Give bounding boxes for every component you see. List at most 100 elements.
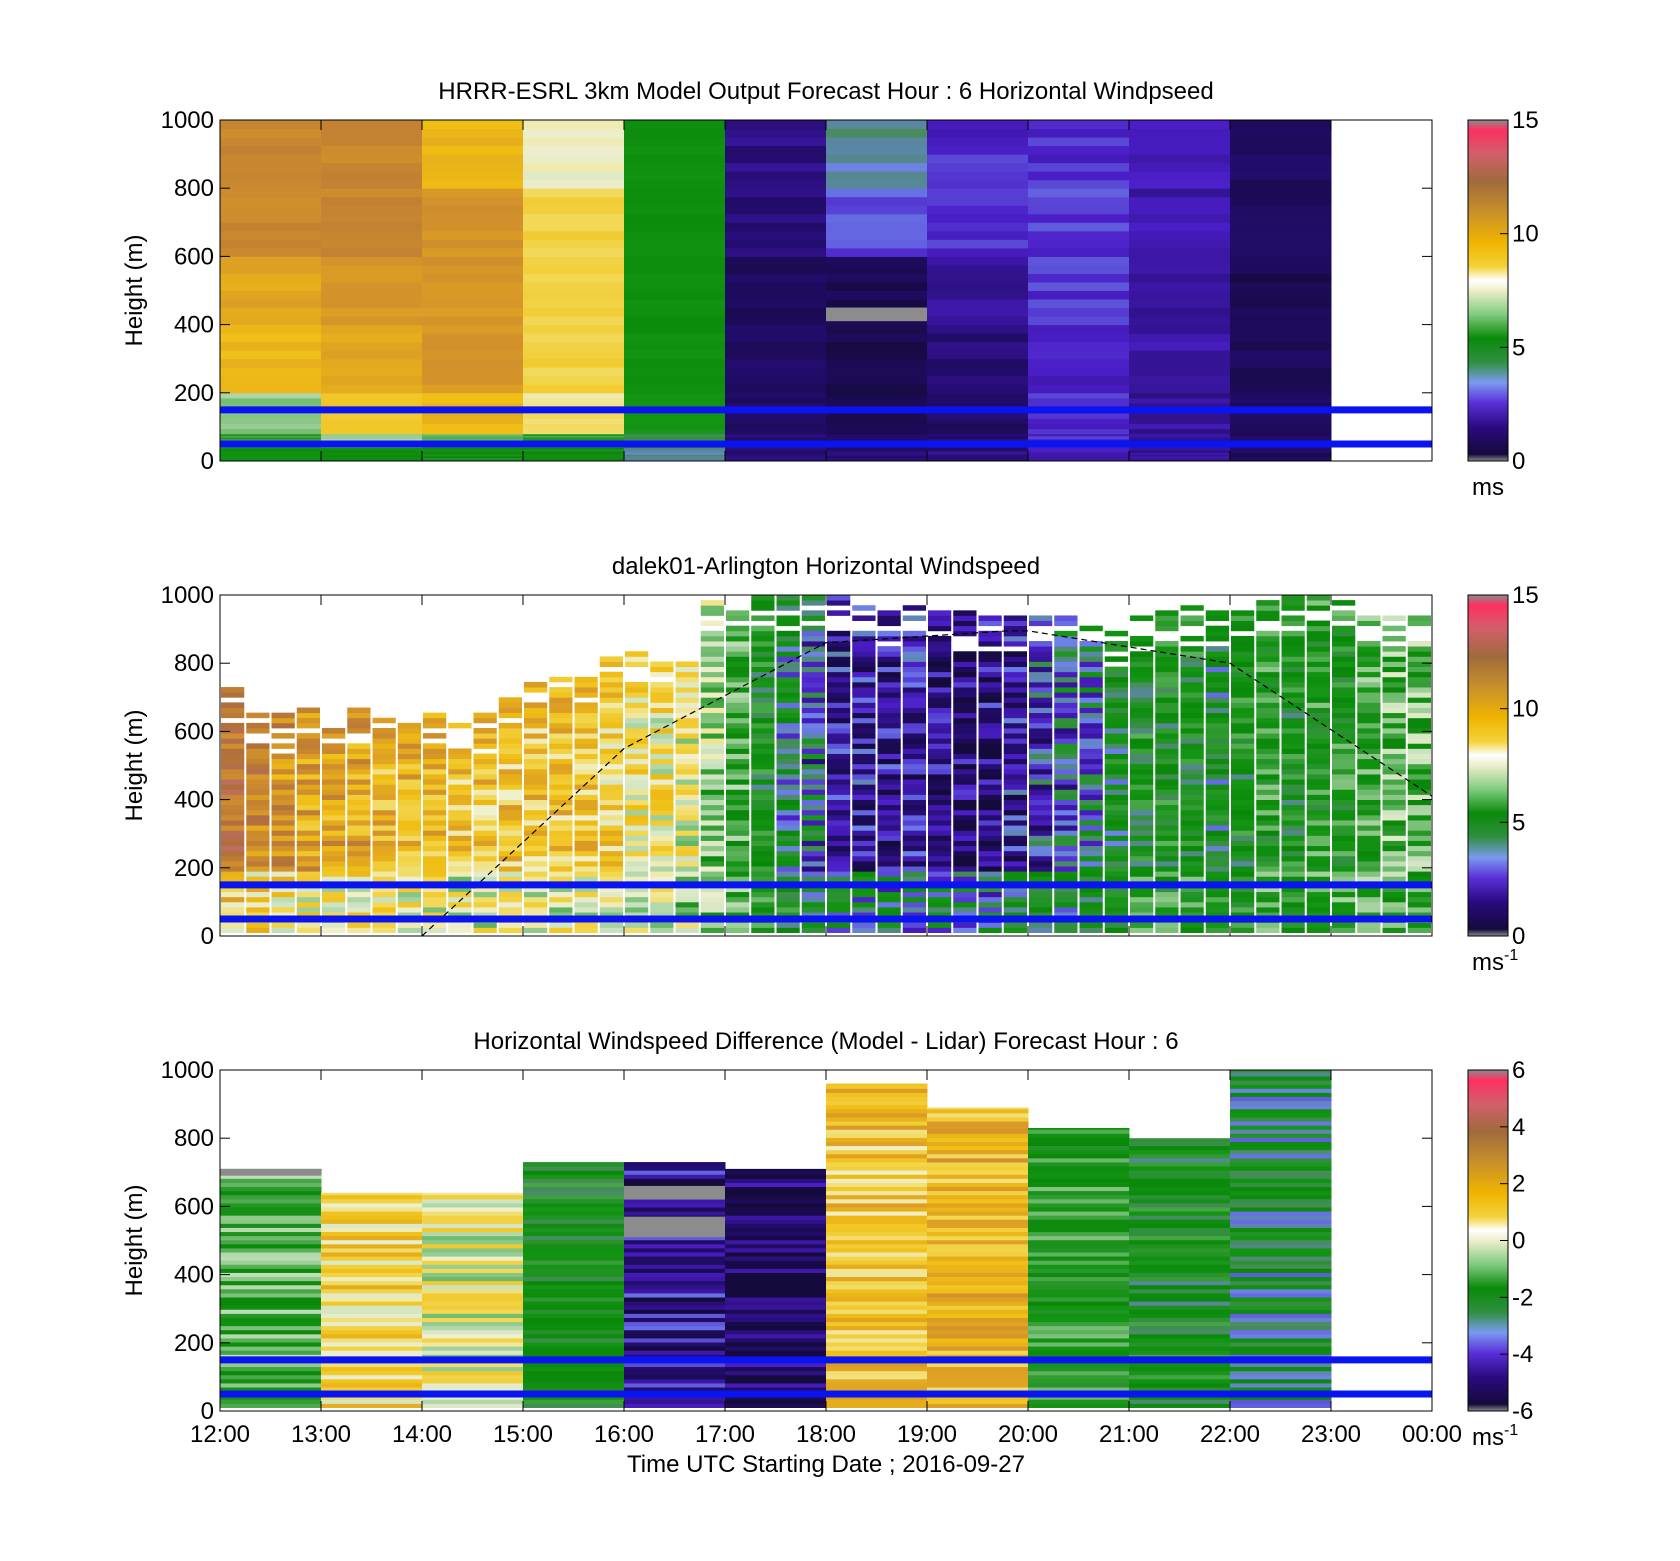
heat-cell: [725, 1264, 827, 1269]
heat-cell: [700, 671, 724, 678]
heat-cell: [221, 707, 245, 714]
heat-cell: [725, 392, 827, 399]
heat-cell: [1230, 1346, 1332, 1351]
heat-cell: [1180, 814, 1204, 821]
heat-cell: [726, 799, 750, 806]
heat-cell: [574, 784, 598, 790]
heat-cell: [296, 901, 320, 908]
heat-cell: [953, 907, 977, 913]
heat-cell: [271, 907, 295, 913]
heat-cell: [321, 1211, 423, 1216]
heat-cell: [978, 896, 1002, 903]
heat-cell: [271, 804, 295, 811]
heat-cell: [397, 855, 421, 862]
heat-cell: [827, 641, 851, 647]
heat-cell: [902, 901, 926, 908]
heat-cell: [1256, 646, 1280, 652]
heat-cell: [1130, 794, 1154, 800]
heat-cell: [953, 866, 977, 872]
heat-cell: [1079, 768, 1103, 775]
heat-cell: [1155, 758, 1179, 765]
heat-cell: [1003, 774, 1027, 780]
heat-cell: [725, 455, 827, 459]
heat-cell: [1029, 814, 1053, 821]
heat-cell: [1205, 825, 1229, 831]
heat-cell: [1028, 454, 1130, 457]
heat-cell: [1231, 871, 1255, 877]
heat-cell: [1230, 455, 1332, 459]
heat-cell: [927, 1317, 1029, 1323]
heat-cell: [700, 727, 724, 734]
heat-cell: [1230, 205, 1332, 215]
heat-cell: [1129, 256, 1231, 266]
heat-cell: [978, 635, 1002, 642]
heat-cell: [220, 449, 322, 452]
heat-cell: [1231, 794, 1255, 800]
heat-cell: [1029, 876, 1053, 882]
heat-cell: [1230, 307, 1332, 317]
heat-cell: [221, 809, 245, 816]
heat-cell: [422, 264, 524, 274]
heat-cell: [1028, 367, 1130, 377]
heat-cell: [902, 605, 926, 611]
heat-cell: [927, 213, 1029, 223]
heat-cell: [347, 814, 371, 821]
heat-cell: [1231, 646, 1255, 652]
heat-cell: [397, 753, 421, 760]
heat-cell: [928, 743, 952, 749]
y-tick-label: 800: [174, 650, 214, 677]
heat-cell: [1155, 666, 1179, 673]
heat-cell: [650, 661, 674, 668]
heat-cell: [1129, 247, 1231, 257]
heat-cell: [321, 1219, 423, 1224]
heat-cell: [1230, 1178, 1332, 1183]
heat-cell: [725, 1301, 827, 1306]
heat-cell: [296, 758, 320, 765]
heat-cell: [826, 1157, 928, 1163]
heat-cell: [650, 748, 674, 754]
heat-cell: [1230, 1350, 1332, 1355]
heat-cell: [1130, 799, 1154, 806]
heat-cell: [1129, 196, 1231, 206]
heat-cell: [321, 375, 423, 385]
heat-cell: [1407, 907, 1431, 913]
heat-cell: [1130, 717, 1154, 724]
heat-cell: [422, 1280, 524, 1286]
heat-cell: [1104, 707, 1128, 714]
heat-cell: [322, 907, 346, 913]
heat-cell: [650, 814, 674, 821]
heat-cell: [473, 789, 497, 795]
heat-cell: [928, 717, 952, 724]
heat-cell: [624, 350, 726, 360]
heat-cell: [423, 901, 447, 908]
heat-cell: [675, 763, 699, 770]
heat-cell: [1256, 927, 1280, 933]
heat-cell: [549, 774, 573, 780]
heat-cell: [1357, 671, 1381, 678]
heat-cell: [423, 748, 447, 754]
heat-cell: [246, 722, 270, 729]
heat-cell: [953, 809, 977, 816]
heat-cell: [1332, 692, 1356, 698]
heat-cell: [1129, 299, 1231, 309]
heat-cell: [624, 459, 726, 462]
heat-cell: [321, 1231, 423, 1237]
heat-cell: [1104, 779, 1128, 785]
heat-cell: [1028, 281, 1130, 291]
heat-cell: [801, 743, 825, 749]
heat-cell: [296, 722, 320, 729]
heat-cell: [1003, 702, 1027, 708]
heat-cell: [321, 171, 423, 181]
heat-cell: [953, 733, 977, 739]
heat-cell: [1104, 692, 1128, 698]
heat-cell: [1079, 850, 1103, 857]
heat-cell: [321, 1305, 423, 1310]
heat-cell: [877, 702, 901, 708]
heat-cell: [624, 1235, 726, 1241]
heat-cell: [1231, 712, 1255, 719]
heat-cell: [1104, 646, 1128, 652]
heat-cell: [1155, 784, 1179, 790]
heat-cell: [220, 375, 322, 385]
heat-cell: [220, 1317, 322, 1323]
heat-cell: [726, 758, 750, 765]
